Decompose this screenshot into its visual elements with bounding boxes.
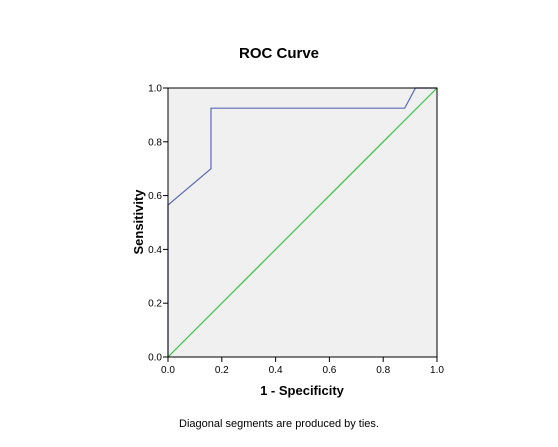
y-tick-label: 0.6 <box>148 191 162 202</box>
x-tick-label: 0.8 <box>376 365 390 376</box>
x-tick-label: 0.6 <box>322 365 336 376</box>
y-axis-title: Sensitivity <box>131 189 146 255</box>
y-tick-label: 1.0 <box>148 84 162 95</box>
chart-title: ROC Curve <box>239 45 319 62</box>
y-tick-label: 0.0 <box>148 353 162 364</box>
x-tick-label: 0.4 <box>269 365 283 376</box>
plot-frame <box>167 87 438 358</box>
x-axis-title: 1 - Specificity <box>260 383 345 398</box>
reference-diagonal-line <box>167 87 438 358</box>
y-tick-label: 0.2 <box>148 299 162 310</box>
chart-footnote: Diagonal segments are produced by ties. <box>179 418 379 430</box>
x-tick-label: 1.0 <box>430 365 444 376</box>
x-tick-label: 0.2 <box>215 365 229 376</box>
y-tick-label: 0.8 <box>148 137 162 148</box>
y-tick-label: 0.4 <box>148 245 162 256</box>
x-tick-label: 0.0 <box>161 365 175 376</box>
